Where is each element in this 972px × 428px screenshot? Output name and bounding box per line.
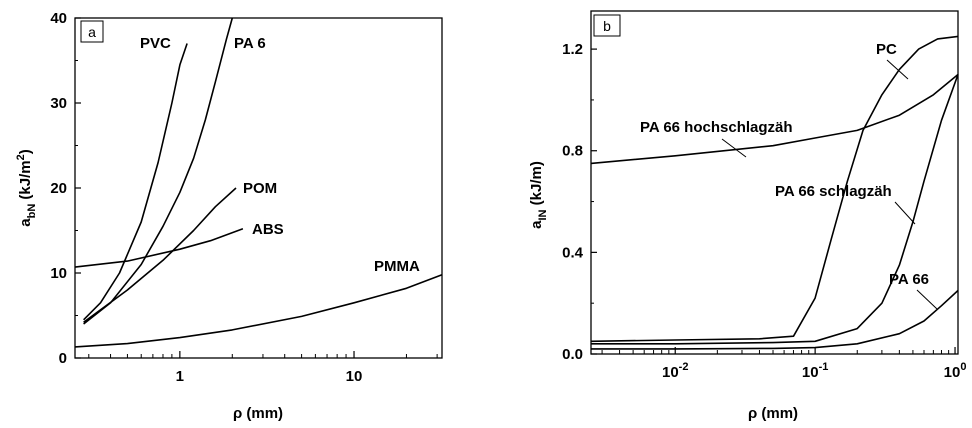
series-abs-line — [74, 228, 244, 268]
panel-b-ytick-label: 0.0 — [562, 346, 583, 363]
series-pa-66-line — [591, 289, 959, 350]
label-abs: ABS — [252, 221, 284, 238]
label-pa66: PA 66 — [889, 271, 929, 288]
panel-b-frame — [590, 10, 959, 355]
panel-a-xtick-label: 1 — [176, 368, 184, 385]
leader-pa66-hochschlagzaeh — [721, 138, 747, 158]
panel-a-ylabel: abN (kJ/m2) — [15, 149, 38, 227]
label-pa6: PA 6 — [234, 35, 266, 52]
panel-a-letter-box — [80, 20, 104, 43]
panel-a-ytick-label: 10 — [50, 265, 67, 282]
panel-b-letter: b — [603, 18, 611, 34]
panel-b-xtick-label: 10-2 — [662, 361, 688, 381]
panel-a: 0 10 20 30 40 1 10 a PVC PA 6 POM ABS PMMA ρ (… — [15, 10, 443, 422]
panel-b-axes: 0.0 0.4 0.8 1.2 10-2 10-1 100 — [562, 41, 966, 381]
panel-a-xlabel: ρ (mm) — [233, 405, 283, 422]
panel-a-ytick-label: 0 — [59, 350, 67, 367]
panel-b-curves — [590, 35, 959, 350]
panel-b-ytick-label: 0.4 — [562, 244, 584, 261]
label-pmma: PMMA — [374, 258, 420, 275]
panel-b: 0.0 0.4 0.8 1.2 10-2 10-1 100 b PA 66 hochschl… — [528, 10, 966, 422]
panel-b-ytick-label: 1.2 — [562, 41, 583, 58]
label-pom: POM — [243, 180, 277, 197]
leader-pa66-schlagzaeh — [894, 201, 916, 225]
panel-b-ylabel: aIN (kJ/m) — [528, 161, 549, 229]
panel-a-ytick-label: 30 — [50, 95, 67, 112]
panel-b-xtick-label: 10-1 — [802, 361, 828, 381]
series-pmma-line — [74, 273, 443, 348]
leader-pa66 — [916, 289, 938, 310]
label-pa66-hochschlagzaeh: PA 66 hochschlagzäh — [640, 119, 793, 136]
series-pom-line — [83, 187, 237, 323]
series-pa-66-schlagzaeh-line — [591, 74, 959, 345]
series-pc-line — [590, 35, 959, 343]
leader-pc — [886, 59, 909, 80]
panel-a-axes: 0 10 20 30 40 1 10 — [50, 10, 438, 385]
panel-a-curves — [74, 17, 443, 348]
panel-b-xtick-label: 100 — [944, 361, 967, 381]
panel-a-ytick-label: 20 — [50, 180, 67, 197]
panel-b-xlabel: ρ (mm) — [748, 405, 798, 422]
label-pa66-schlagzaeh: PA 66 schlagzäh — [775, 183, 892, 200]
panel-a-letter: a — [88, 24, 96, 40]
panel-b-letter-box — [593, 14, 621, 37]
panel-a-ytick-label: 40 — [50, 10, 67, 27]
panel-b-ytick-label: 0.8 — [562, 143, 583, 160]
series-pvc-line — [83, 43, 188, 321]
series-pa-6-line — [83, 17, 234, 325]
series-pa-66-hochschlagzaeh-line — [590, 73, 959, 165]
panel-a-xtick-label: 10 — [346, 368, 363, 385]
label-pc: PC — [876, 41, 897, 58]
label-pvc: PVC — [140, 35, 171, 52]
